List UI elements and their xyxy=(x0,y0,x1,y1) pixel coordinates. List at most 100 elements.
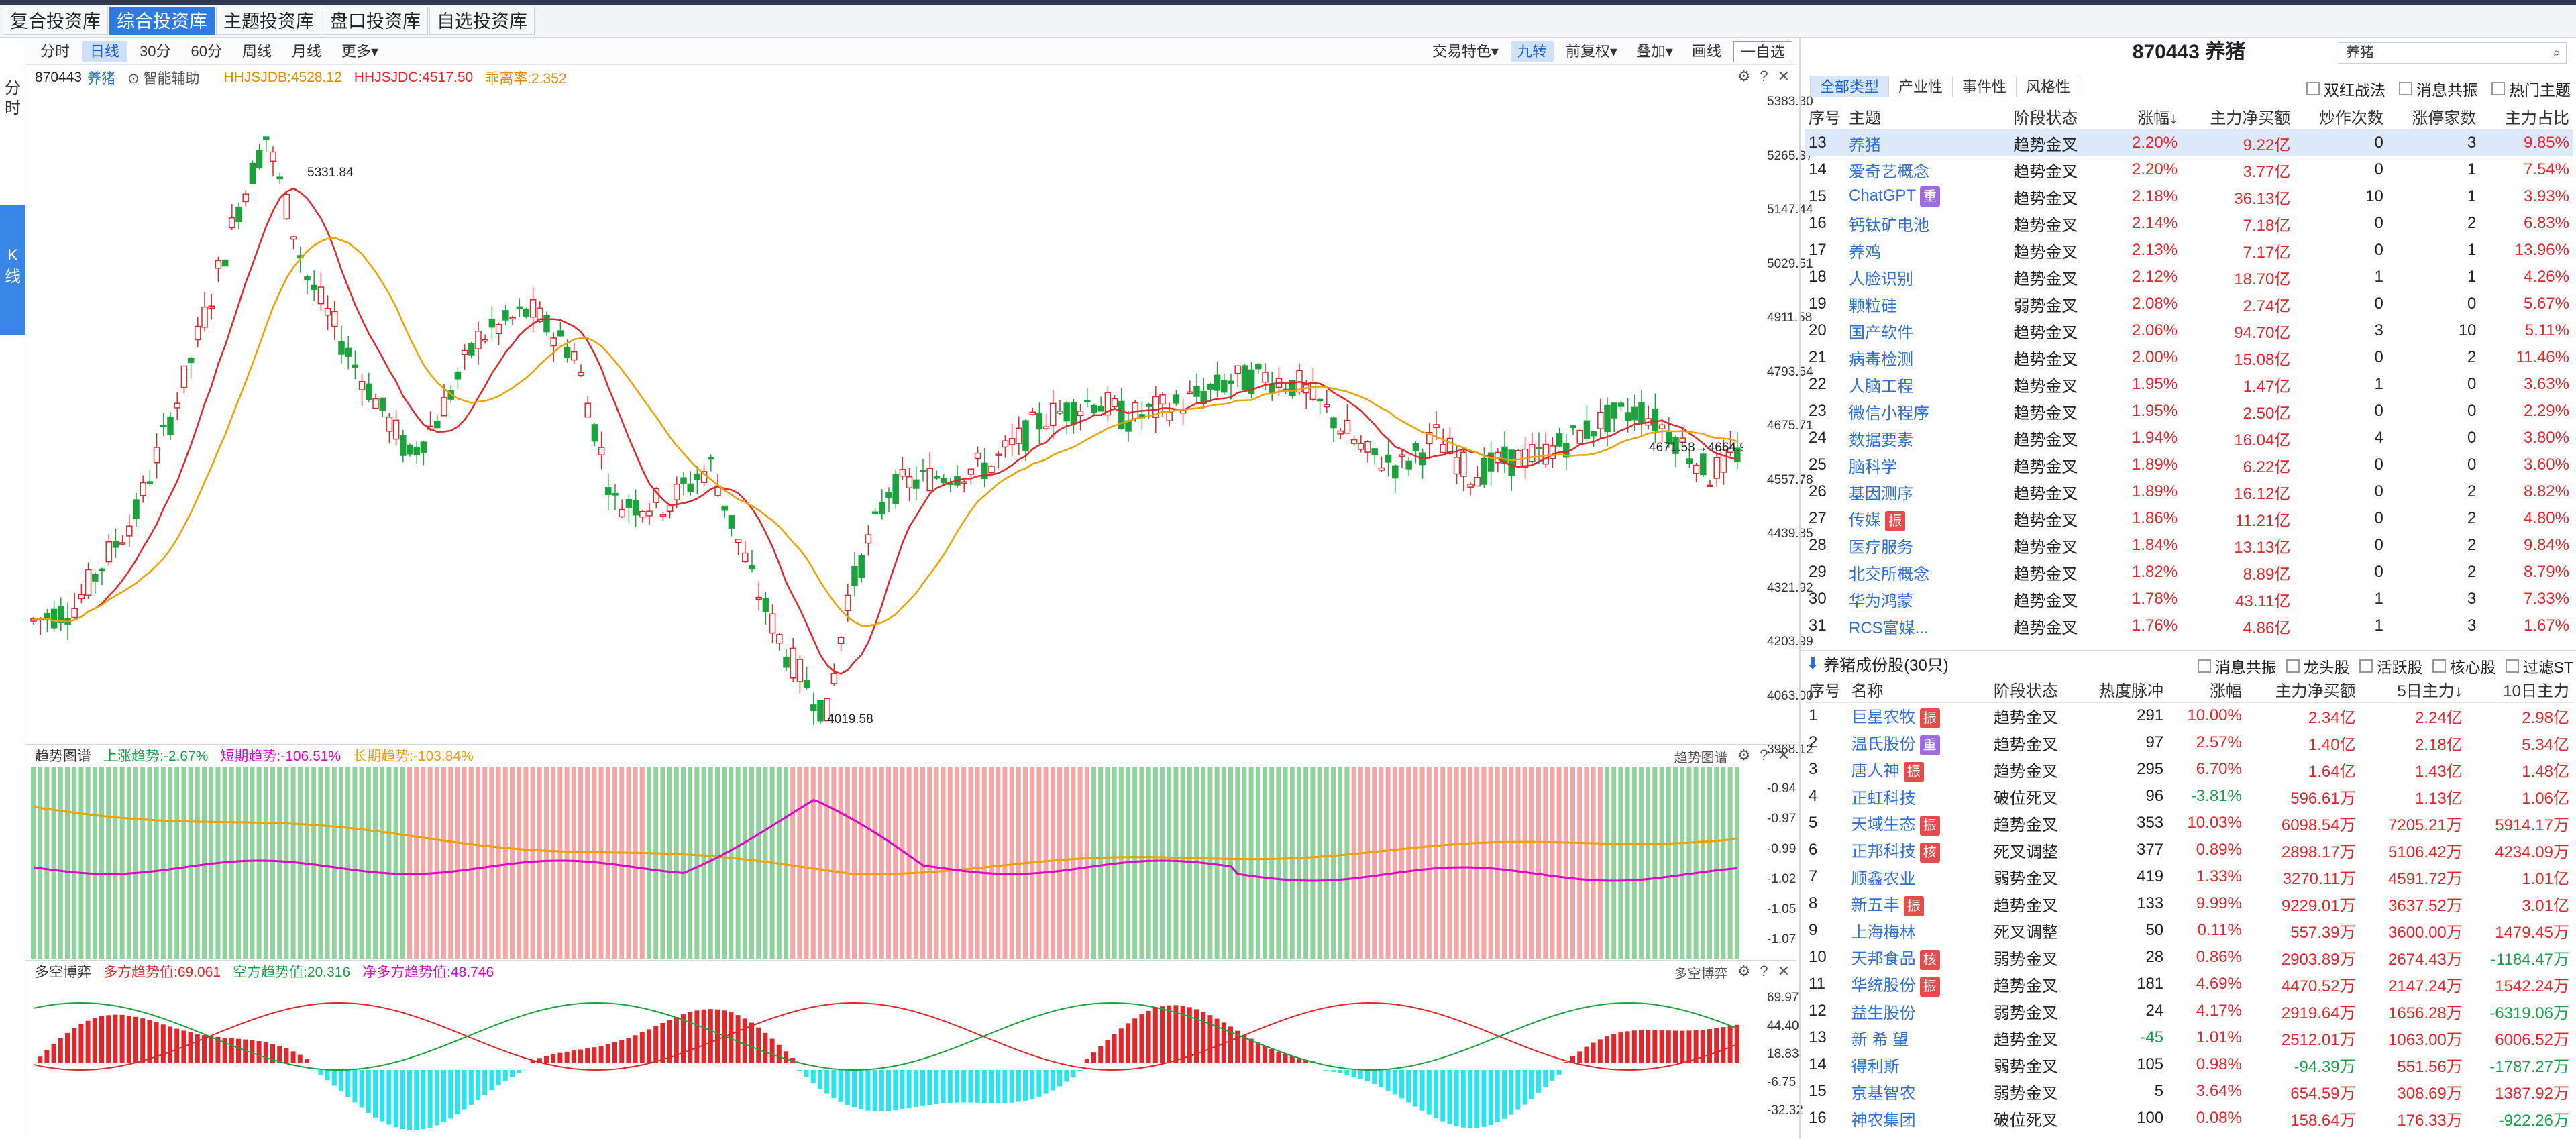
table-row[interactable]: 10 天邦食品核弱势金叉 28 0.86% 2903.89万 2674.43万 -1184.… xyxy=(1805,944,2573,971)
table-row[interactable]: 26 基因测序 趋势金叉 1.89% 16.12亿 0 2 8.82% xyxy=(1805,478,2573,505)
table-row[interactable]: 15 京基智农 弱势金叉 5 3.64% 654.59万 308.69万 1387.92万 xyxy=(1805,1078,2573,1105)
row-name-link[interactable]: 唐人神 xyxy=(1851,761,1900,780)
table-row[interactable]: 14 得利斯 弱势金叉 105 0.98% -94.39万 551.56万 -1787.27万 xyxy=(1805,1051,2573,1078)
row-name-link[interactable]: 人脑工程 xyxy=(1849,377,1913,396)
constituent-filter-option[interactable]: 活跃股 xyxy=(2359,655,2423,677)
table-row[interactable]: 22 人脑工程 趋势金叉 1.95% 1.47亿 1 0 3.63% xyxy=(1805,371,2573,398)
table-row[interactable]: 14 爱奇艺概念 趋势金叉 2.20% 3.77亿 0 1 7.54% xyxy=(1805,156,2573,183)
checkbox[interactable] xyxy=(2432,659,2446,673)
row-name-link[interactable]: 医疗服务 xyxy=(1849,538,1913,557)
column-header[interactable]: 涨幅 xyxy=(2167,677,2246,703)
row-name-link[interactable]: RCS富媒... xyxy=(1849,618,1929,637)
theme-search-input[interactable]: 养猪 ⌕ xyxy=(2339,42,2567,64)
chart-tool-button[interactable]: 画线 xyxy=(1691,43,1721,60)
kline-chart[interactable]: 5331.84 4019.58 4671.53→4664.95 xyxy=(25,89,1743,767)
period-tab[interactable]: 60分 xyxy=(191,42,222,60)
checkbox[interactable] xyxy=(2399,82,2412,95)
table-row[interactable]: 6 正邦科技核死叉调整 377 0.89% 2898.17万 5106.42万 4234.0… xyxy=(1805,836,2573,863)
theme-filter-option[interactable]: 双红战法 xyxy=(2306,77,2385,100)
constituent-filter-option[interactable]: 龙头股 xyxy=(2286,655,2350,677)
period-tab[interactable]: 分时 xyxy=(40,42,70,60)
row-name-link[interactable]: 温氏股份 xyxy=(1851,735,1916,753)
row-name-link[interactable]: 上海梅林 xyxy=(1851,923,1916,942)
table-row[interactable]: 3 唐人神振趋势金叉 295 6.70% 1.64亿 1.43亿 1.48亿 xyxy=(1805,756,2573,783)
library-tab[interactable]: 自选投资库 xyxy=(429,7,535,35)
table-row[interactable]: 2 温氏股份重趋势金叉 97 2.57% 1.40亿 2.18亿 5.34亿 xyxy=(1805,729,2573,756)
row-name-link[interactable]: 爱奇艺概念 xyxy=(1849,162,1929,181)
column-header[interactable]: 序号 xyxy=(1805,104,1845,130)
table-row[interactable]: 11 华统股份振趋势金叉 181 4.69% 4470.52万 2147.24万 1542.… xyxy=(1805,971,2573,997)
theme-type-tab[interactable]: 全部类型 xyxy=(1810,76,1890,97)
row-name-link[interactable]: 巨星农牧 xyxy=(1851,708,1916,726)
search-icon[interactable]: ⌕ xyxy=(2553,45,2561,60)
row-name-link[interactable]: 养猪 xyxy=(1849,135,1881,154)
row-name-link[interactable]: 养鸡 xyxy=(1849,243,1881,262)
row-name-link[interactable]: 传媒 xyxy=(1849,510,1881,529)
period-tab[interactable]: 更多▾ xyxy=(341,42,379,60)
row-name-link[interactable]: 华统股份 xyxy=(1851,976,1916,995)
table-row[interactable]: 25 脑科学 趋势金叉 1.89% 6.22亿 0 0 3.60% xyxy=(1805,451,2573,478)
checkbox[interactable] xyxy=(2286,659,2300,673)
row-name-link[interactable]: 脑科学 xyxy=(1849,457,1897,476)
column-header[interactable]: 热度脉冲 xyxy=(2089,677,2168,703)
help-icon[interactable]: ? xyxy=(1760,963,1768,979)
table-row[interactable]: 8 新五丰振趋势金叉 133 9.99% 9229.01万 3637.52万 3.01亿 xyxy=(1805,890,2573,917)
bull-bear-chart[interactable] xyxy=(25,983,1743,1139)
constituent-filter-option[interactable]: 消息共振 xyxy=(2197,655,2277,677)
row-name-link[interactable]: ChatGPT xyxy=(1849,186,1917,205)
row-name-link[interactable]: 正虹科技 xyxy=(1851,789,1916,808)
table-row[interactable]: 15 ChatGPT 重趋势金叉 2.18% 36.13亿 10 1 3.93% xyxy=(1805,183,2573,210)
settings-icon[interactable]: ⚙ xyxy=(1737,68,1751,85)
smart-assist-toggle[interactable]: ⊙ 智能辅助 xyxy=(127,71,200,87)
library-tab[interactable]: 主题投资库 xyxy=(216,7,321,35)
column-header[interactable]: 涨幅↓ xyxy=(2108,104,2182,130)
period-tab[interactable]: 30分 xyxy=(140,42,171,60)
period-tab[interactable]: 日线 xyxy=(82,40,128,62)
collapse-icon[interactable]: ⬇ xyxy=(1806,654,1820,673)
column-header[interactable]: 主力净买额 xyxy=(2245,677,2360,703)
row-name-link[interactable]: 神农集团 xyxy=(1851,1111,1916,1130)
row-name-link[interactable]: 新五丰 xyxy=(1851,896,1900,914)
rail-fenshi-tab[interactable]: 分时 xyxy=(5,79,21,117)
row-name-link[interactable]: 数据要素 xyxy=(1849,431,1913,449)
row-name-link[interactable]: 华为鸿蒙 xyxy=(1849,592,1913,610)
settings-icon[interactable]: ⚙ xyxy=(1737,747,1751,763)
table-row[interactable]: 19 颗粒硅 弱势金叉 2.08% 2.74亿 0 0 5.67% xyxy=(1805,290,2573,317)
table-row[interactable]: 16 神农集团 破位死叉 100 0.08% 158.64万 176.33万 -922.26万 xyxy=(1805,1105,2573,1132)
column-header[interactable]: 序号 xyxy=(1805,677,1847,703)
column-header[interactable]: 涨停家数 xyxy=(2387,104,2481,130)
column-header[interactable]: 主力净买额 xyxy=(2182,104,2295,130)
theme-filter-option[interactable]: 消息共振 xyxy=(2399,77,2478,100)
row-name-link[interactable]: 人脸识别 xyxy=(1849,270,1913,288)
table-row[interactable]: 5 天域生态振趋势金叉 353 10.03% 6098.54万 7205.21万 5914.… xyxy=(1805,810,2573,836)
row-name-link[interactable]: 京基智农 xyxy=(1851,1084,1916,1103)
column-header[interactable]: 主力占比 xyxy=(2480,104,2573,130)
table-row[interactable]: 13 新 希 望 趋势金叉 -45 1.01% 2512.01万 1063.00万 6006.… xyxy=(1805,1024,2573,1051)
row-name-link[interactable]: 病毒检测 xyxy=(1849,350,1913,369)
settings-icon[interactable]: ⚙ xyxy=(1737,963,1751,979)
row-name-link[interactable]: 新 希 望 xyxy=(1851,1030,1909,1049)
table-row[interactable]: 18 人脸识别 趋势金叉 2.12% 18.70亿 1 1 4.26% xyxy=(1805,264,2573,290)
row-name-link[interactable]: 得利斯 xyxy=(1851,1057,1900,1076)
checkbox[interactable] xyxy=(2505,659,2519,673)
period-tab[interactable]: 周线 xyxy=(242,42,272,60)
row-name-link[interactable]: 北交所概念 xyxy=(1849,565,1929,584)
theme-type-tab[interactable]: 风格性 xyxy=(2016,76,2081,97)
table-row[interactable]: 16 钙钛矿电池 趋势金叉 2.14% 7.18亿 0 2 6.83% xyxy=(1805,210,2573,237)
chart-tool-button[interactable]: 前复权▾ xyxy=(1565,43,1617,60)
row-name-link[interactable]: 天邦食品 xyxy=(1851,949,1916,968)
column-header[interactable]: 名称 xyxy=(1847,677,1990,703)
row-name-link[interactable]: 天域生态 xyxy=(1851,815,1916,834)
row-name-link[interactable]: 微信小程序 xyxy=(1849,404,1929,423)
constituent-filter-option[interactable]: 核心股 xyxy=(2432,655,2496,677)
column-header[interactable]: 5日主力↓ xyxy=(2359,677,2467,703)
table-row[interactable]: 27 传媒振趋势金叉 1.86% 11.21亿 0 2 4.80% xyxy=(1805,505,2573,532)
theme-filter-option[interactable]: 热门主题 xyxy=(2491,77,2571,100)
table-row[interactable]: 17 养鸡 趋势金叉 2.13% 7.17亿 0 1 13.96% xyxy=(1805,237,2573,264)
chart-tool-button[interactable]: 叠加▾ xyxy=(1635,43,1673,60)
row-name-link[interactable]: 基因测序 xyxy=(1849,484,1913,503)
constituent-filter-option[interactable]: 过滤ST xyxy=(2505,655,2573,677)
close-icon[interactable]: ✕ xyxy=(1777,747,1790,763)
table-row[interactable]: 4 正虹科技 破位死叉 96 -3.81% 596.61万 1.13亿 1.06亿 xyxy=(1805,783,2573,810)
library-tab[interactable]: 盘口投资库 xyxy=(323,7,428,35)
